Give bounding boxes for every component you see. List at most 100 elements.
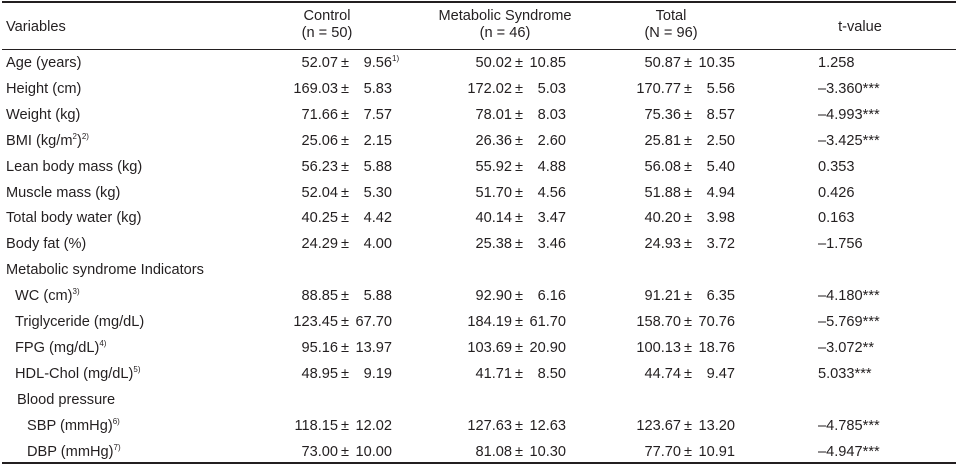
total-cell: 24.93 ±3.72 [605, 236, 735, 253]
row-label-suffix: ) [76, 133, 82, 149]
row-label-text: Weight (kg) [6, 107, 81, 123]
sd-value: 6.16 [537, 288, 566, 304]
row-label-text: Blood pressure [17, 392, 116, 408]
section-label: Metabolic syndrome Indicators [6, 262, 204, 279]
row-label: FPG (mg/dL)4) [15, 340, 106, 357]
sd-value: 8.50 [537, 366, 566, 382]
metabolic-cell: 78.01 ±8.03 [436, 107, 566, 124]
plus-minus: ± [683, 107, 692, 123]
row-label-footnote: 3) [72, 287, 80, 296]
t-value-cell: –3.072** [818, 340, 874, 356]
row-label: Triglyceride (mg/dL) [15, 314, 144, 331]
mean-value: 24.93 [644, 236, 681, 252]
t-value-cell: –4.993*** [818, 107, 880, 123]
mean-value: 52.07 [301, 55, 338, 71]
control-cell: 95.16 ±13.97 [262, 340, 392, 357]
mean-value: 56.08 [644, 159, 681, 175]
header-metabolic: Metabolic Syndrome (n = 46) [414, 8, 596, 42]
sd-value: 10.00 [355, 444, 392, 460]
plus-minus: ± [683, 133, 692, 149]
sd-value: 4.94 [706, 185, 735, 201]
sd-value: 3.46 [537, 236, 566, 252]
row-label-text: Lean body mass (kg) [6, 159, 143, 175]
mean-value: 158.70 [636, 314, 681, 330]
plus-minus: ± [340, 159, 349, 175]
control-cell: 48.95 ±9.19 [262, 366, 392, 383]
mean-value: 81.08 [475, 444, 512, 460]
mean-value: 24.29 [301, 236, 338, 252]
control-cell: 118.15 ±12.02 [262, 418, 392, 435]
row-label: DBP (mmHg)7) [27, 444, 121, 461]
plus-minus: ± [514, 444, 523, 460]
total-cell: 56.08 ±5.40 [605, 159, 735, 176]
header-control: Control (n = 50) [262, 8, 392, 42]
sd-value: 7.57 [363, 107, 392, 123]
sd-value: 6.35 [706, 288, 735, 304]
header-total-n: (N = 96) [644, 25, 698, 41]
row-label-text: Height (cm) [6, 81, 82, 97]
mean-value: 103.69 [467, 340, 512, 356]
mean-value: 41.71 [475, 366, 512, 382]
header-total-label: Total [655, 8, 687, 24]
header-control-label: Control [303, 8, 351, 24]
plus-minus: ± [683, 185, 692, 201]
mean-value: 95.16 [301, 340, 338, 356]
total-cell: 91.21 ±6.35 [605, 288, 735, 305]
control-cell: 25.06 ±2.15 [262, 133, 392, 150]
sd-value: 13.20 [698, 418, 735, 434]
sd-value: 10.30 [529, 444, 566, 460]
row-label-text: HDL-Chol (mg/dL) [15, 366, 134, 382]
row-label-footnote: 6) [112, 417, 120, 426]
sd-value: 5.88 [363, 159, 392, 175]
mean-value: 71.66 [301, 107, 338, 123]
metabolic-cell: 55.92 ±4.88 [436, 159, 566, 176]
mean-value: 127.63 [467, 418, 512, 434]
t-value-cell: –4.947*** [818, 444, 880, 460]
row-label-sup: 2 [72, 132, 77, 141]
control-cell: 73.00 ±10.00 [262, 444, 392, 461]
sd-value: 3.98 [706, 210, 735, 226]
header-metabolic-label: Metabolic Syndrome [438, 8, 572, 24]
t-value-cell: –4.180*** [818, 288, 880, 304]
control-cell: 123.45 ±67.70 [262, 314, 392, 331]
plus-minus: ± [514, 314, 523, 330]
sd-value: 2.15 [363, 133, 392, 149]
row-label-text: Body fat (%) [6, 236, 87, 252]
row-label-text: Triglyceride (mg/dL) [15, 314, 145, 330]
row-label-text: SBP (mmHg) [27, 418, 113, 434]
sd-value: 5.40 [706, 159, 735, 175]
sd-value: 61.70 [529, 314, 566, 330]
row-label: BMI (kg/m2)2) [6, 133, 89, 150]
mean-value: 48.95 [301, 366, 338, 382]
total-cell: 44.74 ±9.47 [605, 366, 735, 383]
metabolic-cell: 184.19 ±61.70 [436, 314, 566, 331]
plus-minus: ± [683, 236, 692, 252]
mean-value: 51.88 [644, 185, 681, 201]
sd-value: 5.88 [363, 288, 392, 304]
mean-value: 55.92 [475, 159, 512, 175]
plus-minus: ± [514, 288, 523, 304]
sd-value: 2.50 [706, 133, 735, 149]
row-label: SBP (mmHg)6) [27, 418, 120, 435]
row-label-text: BMI (kg/m [6, 133, 73, 149]
sd-value: 70.76 [698, 314, 735, 330]
mean-value: 169.03 [293, 81, 338, 97]
metabolic-cell: 172.02 ±5.03 [436, 81, 566, 98]
row-label: Total body water (kg) [6, 210, 141, 227]
sd-value: 2.60 [537, 133, 566, 149]
row-label-text: Age (years) [6, 55, 82, 71]
plus-minus: ± [340, 81, 349, 97]
mean-value: 73.00 [301, 444, 338, 460]
mean-value: 50.87 [644, 55, 681, 71]
control-cell: 169.03 ±5.83 [262, 81, 392, 98]
sd-value: 3.72 [706, 236, 735, 252]
control-cell: 52.07 ±9.561) [262, 55, 399, 72]
sd-value: 67.70 [355, 314, 392, 330]
plus-minus: ± [340, 418, 349, 434]
row-label-footnote: 4) [99, 339, 107, 348]
sd-value: 8.03 [537, 107, 566, 123]
table-top-rule [2, 1, 956, 3]
mean-value: 170.77 [636, 81, 681, 97]
plus-minus: ± [683, 210, 692, 226]
plus-minus: ± [340, 236, 349, 252]
